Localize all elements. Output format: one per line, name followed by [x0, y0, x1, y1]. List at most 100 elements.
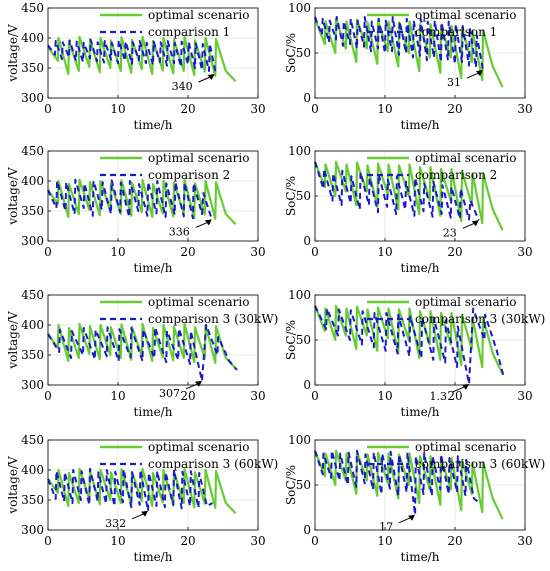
legend-label-optimal: optimal scenario	[148, 8, 249, 22]
y-tick-label: 400	[21, 174, 44, 188]
series-line-comparison	[314, 16, 484, 71]
series-line-comparison	[314, 305, 505, 385]
x-tick-label: 20	[447, 102, 462, 116]
y-tick-label: 50	[296, 189, 311, 203]
x-tick-label: 0	[311, 102, 319, 116]
annotation-label: 23	[443, 226, 457, 239]
legend-label-optimal: optimal scenario	[415, 440, 516, 454]
y-tick-label: 100	[288, 433, 311, 447]
annotation-label: 17	[379, 521, 393, 534]
y-tick-label: 400	[21, 318, 44, 332]
annotation-label: 336	[169, 225, 190, 238]
annotation-label: 332	[105, 517, 126, 530]
x-axis-label: time/h	[401, 405, 440, 419]
x-tick-label: 0	[44, 245, 52, 259]
y-tick-label: 50	[296, 333, 311, 347]
x-axis-label: time/h	[401, 261, 440, 275]
legend-label-comparison: comparison 3 (30kW)	[148, 312, 278, 326]
axes-box	[47, 150, 259, 242]
y-axis-label: SoC/%	[284, 320, 298, 360]
x-tick-label: 10	[377, 102, 392, 116]
annotation-label: 340	[172, 80, 193, 93]
legend-label-comparison: comparison 2	[148, 168, 230, 182]
x-tick-label: 30	[250, 245, 265, 259]
y-axis-label: voltage/V	[6, 456, 20, 515]
annotation-arrowhead	[408, 514, 416, 521]
y-tick-label: 0	[303, 378, 311, 392]
x-tick-label: 0	[311, 245, 319, 259]
x-tick-label: 10	[377, 245, 392, 259]
x-tick-label: 10	[110, 245, 125, 259]
panel-3-0: 0 10 20 30 300 350 400 450 time/h voltage/V optima…	[6, 433, 278, 564]
x-tick-label: 0	[44, 534, 52, 548]
x-axis-label: time/h	[401, 550, 440, 564]
y-tick-label: 300	[21, 234, 44, 248]
panel-1-1: 0 10 20 30 0 50 100 time/h SoC/% optimal scenario…	[284, 144, 533, 275]
x-tick-label: 20	[180, 245, 195, 259]
y-axis-label: SoC/%	[284, 465, 298, 505]
annotation-label: 1.3	[430, 390, 448, 403]
annotation-label: 307	[159, 387, 180, 400]
legend-label-comparison: comparison 2	[415, 168, 497, 182]
legend-label-comparison: comparison 1	[415, 25, 497, 39]
y-axis-label: SoC/%	[284, 176, 298, 216]
legend-label-comparison: comparison 3 (30kW)	[415, 312, 545, 326]
y-axis-label: voltage/V	[6, 311, 20, 370]
axes-box	[47, 439, 259, 531]
y-tick-label: 400	[21, 31, 44, 45]
x-tick-label: 30	[250, 534, 265, 548]
y-tick-label: 300	[21, 91, 44, 105]
series-line-comparison	[47, 178, 213, 220]
series-line-comparison	[47, 38, 217, 75]
x-axis-label: time/h	[134, 261, 173, 275]
legend-label-optimal: optimal scenario	[148, 295, 249, 309]
y-tick-label: 100	[288, 1, 311, 15]
x-tick-label: 0	[44, 102, 52, 116]
x-tick-label: 10	[377, 534, 392, 548]
legend-label-optimal: optimal scenario	[415, 8, 516, 22]
x-tick-label: 30	[517, 389, 532, 403]
x-tick-label: 20	[180, 389, 195, 403]
y-tick-label: 350	[21, 493, 44, 507]
y-tick-label: 0	[303, 523, 311, 537]
x-axis-label: time/h	[134, 405, 173, 419]
y-tick-label: 50	[296, 478, 311, 492]
y-axis-label: SoC/%	[284, 33, 298, 73]
x-tick-label: 20	[180, 534, 195, 548]
y-tick-label: 300	[21, 378, 44, 392]
annotation-arrowhead	[195, 380, 202, 387]
x-tick-label: 30	[517, 245, 532, 259]
y-tick-label: 400	[21, 463, 44, 477]
panel-1-0: 0 10 20 30 300 350 400 450 time/h voltage/V optima…	[6, 144, 266, 275]
y-tick-label: 450	[21, 144, 44, 158]
x-tick-label: 20	[447, 389, 462, 403]
series-line-comparison	[314, 449, 481, 516]
x-tick-label: 10	[110, 389, 125, 403]
x-tick-label: 30	[250, 102, 265, 116]
series-line-comparison	[314, 161, 480, 221]
axes-box	[47, 7, 259, 99]
annotation-arrowhead	[204, 219, 212, 226]
y-tick-label: 300	[21, 523, 44, 537]
y-tick-label: 450	[21, 288, 44, 302]
legend-label-optimal: optimal scenario	[148, 440, 249, 454]
x-axis-label: time/h	[134, 118, 173, 132]
y-tick-label: 0	[303, 234, 311, 248]
y-tick-label: 450	[21, 1, 44, 15]
x-axis-label: time/h	[401, 118, 440, 132]
panel-2-0: 0 10 20 30 300 350 400 450 time/h voltage/V optima…	[6, 288, 278, 419]
panel-3-1: 0 10 20 30 0 50 100 time/h SoC/% optimal scenario…	[284, 433, 545, 564]
legend-label-optimal: optimal scenario	[148, 151, 249, 165]
x-tick-label: 0	[311, 389, 319, 403]
legend-label-optimal: optimal scenario	[415, 151, 516, 165]
annotation-arrowhead	[207, 74, 215, 80]
x-tick-label: 30	[517, 534, 532, 548]
panel-0-1: 0 10 20 30 0 50 100 time/h SoC/% optimal scenario…	[284, 1, 533, 132]
y-tick-label: 450	[21, 433, 44, 447]
y-tick-label: 350	[21, 61, 44, 75]
y-axis-label: voltage/V	[6, 167, 20, 226]
x-tick-label: 10	[377, 389, 392, 403]
y-tick-label: 0	[303, 91, 311, 105]
y-tick-label: 350	[21, 348, 44, 362]
